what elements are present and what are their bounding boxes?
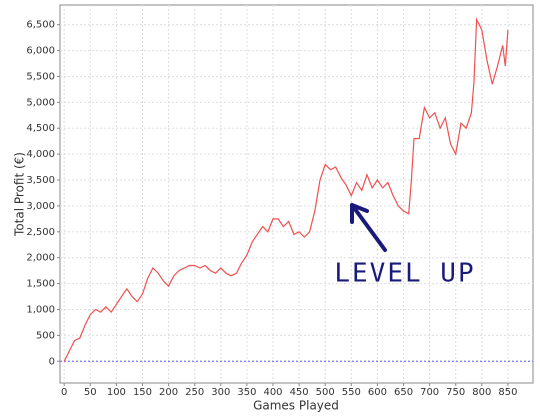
- y-tick-label: 6,500: [26, 20, 55, 31]
- y-tick-label: 4,000: [26, 149, 55, 160]
- y-tick-label: 3,000: [26, 201, 55, 212]
- y-tick-label: 5,500: [26, 71, 55, 82]
- y-tick-label: 2,000: [26, 253, 55, 264]
- x-tick-label: 450: [290, 387, 309, 398]
- y-tick-label: 2,500: [26, 227, 55, 238]
- x-tick-label: 350: [237, 387, 256, 398]
- x-tick-label: 750: [446, 387, 465, 398]
- x-tick-label: 500: [316, 387, 335, 398]
- x-tick-label: 800: [472, 387, 491, 398]
- y-tick-label: 500: [36, 330, 55, 341]
- x-tick-label: 850: [498, 387, 517, 398]
- x-axis-label: Games Played: [253, 399, 339, 413]
- y-tick-label: 1,000: [26, 304, 55, 315]
- x-tick-label: 200: [159, 387, 178, 398]
- y-tick-label: 1,500: [26, 279, 55, 290]
- x-tick-label: 150: [133, 387, 152, 398]
- x-tick-label: 0: [61, 387, 67, 398]
- y-tick-label: 0: [49, 356, 55, 367]
- x-tick-label: 50: [84, 387, 97, 398]
- x-tick-label: 100: [107, 387, 126, 398]
- x-tick-label: 400: [263, 387, 282, 398]
- y-tick-label: 3,500: [26, 175, 55, 186]
- x-tick-label: 650: [394, 387, 413, 398]
- x-tick-label: 550: [342, 387, 361, 398]
- annotation: LEVEL UP: [334, 259, 475, 289]
- x-tick-label: 250: [185, 387, 204, 398]
- arrow: [350, 203, 387, 252]
- plot-frame: [59, 4, 534, 384]
- x-tick-label: 300: [211, 387, 230, 398]
- y-tick-label: 6,000: [26, 46, 55, 57]
- data-line: [63, 17, 509, 362]
- x-tick-label: 700: [420, 387, 439, 398]
- y-tick-label: 5,000: [26, 97, 55, 108]
- x-tick-label: 600: [368, 387, 387, 398]
- y-axis-label: Total Profit (€): [13, 152, 27, 237]
- y-tick-label: 4,500: [26, 123, 55, 134]
